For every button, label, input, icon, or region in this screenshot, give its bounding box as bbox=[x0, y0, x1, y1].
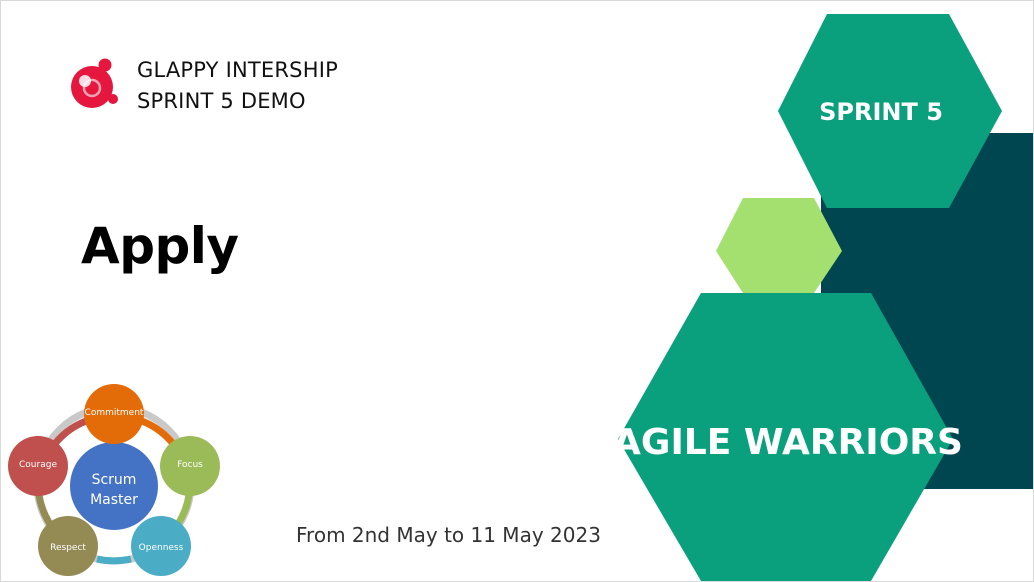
header-title: GLAPPY INTERSHIP SPRINT 5 DEMO bbox=[137, 55, 338, 117]
value-focus-label: Focus bbox=[177, 460, 203, 470]
sprint-label: SPRINT 5 bbox=[819, 98, 943, 126]
date-range: From 2nd May to 11 May 2023 bbox=[296, 523, 601, 547]
page-title: Apply bbox=[81, 217, 239, 275]
value-focus-circle bbox=[160, 436, 220, 496]
value-respect-label: Respect bbox=[50, 543, 86, 553]
glappy-logo-icon bbox=[71, 58, 118, 108]
value-openness-label: Openness bbox=[139, 543, 184, 553]
team-label: AGILE WARRIORS bbox=[613, 422, 963, 463]
sprint-hexagon bbox=[778, 14, 1002, 208]
value-respect-circle bbox=[38, 516, 98, 576]
value-commitment-circle bbox=[84, 384, 144, 444]
scrum-master-line-2: Master bbox=[90, 492, 138, 508]
scrum-values-diagram: Scrum Master Commitment Focus Openness R… bbox=[8, 384, 220, 576]
small-green-hexagon bbox=[716, 198, 842, 293]
value-commitment-label: Commitment bbox=[85, 408, 144, 418]
scrum-master-circle bbox=[70, 442, 158, 530]
header-line-2: SPRINT 5 DEMO bbox=[137, 89, 306, 113]
value-openness-circle bbox=[131, 516, 191, 576]
scrum-master-line-1: Scrum bbox=[92, 472, 137, 488]
value-courage-circle bbox=[8, 436, 68, 496]
value-courage-label: Courage bbox=[19, 460, 57, 470]
header-line-1: GLAPPY INTERSHIP bbox=[137, 58, 338, 82]
agile-warriors-hexagon bbox=[618, 293, 953, 581]
